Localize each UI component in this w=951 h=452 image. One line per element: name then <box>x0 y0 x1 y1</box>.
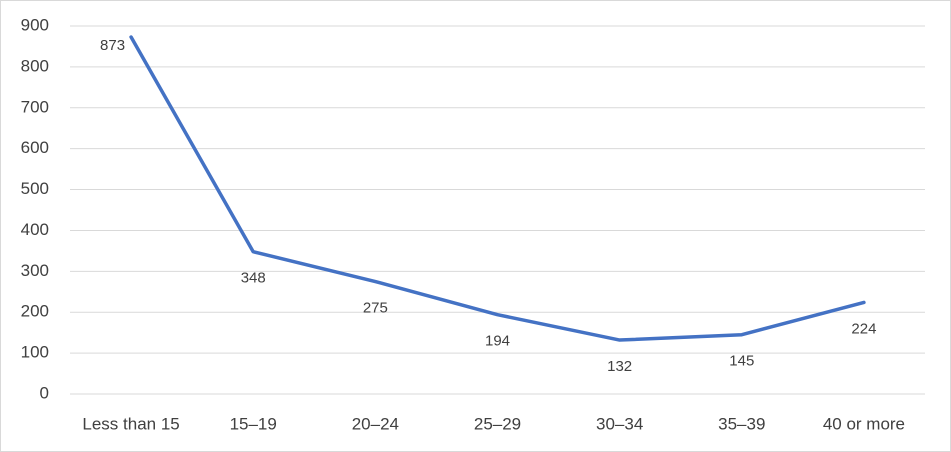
data-label: 145 <box>729 353 754 370</box>
y-tick-label: 900 <box>21 15 49 34</box>
y-tick-label: 0 <box>40 383 49 402</box>
data-label: 275 <box>363 300 388 317</box>
y-tick-label: 100 <box>21 343 49 362</box>
y-tick-label: 500 <box>21 179 49 198</box>
y-tick-label: 400 <box>21 220 49 239</box>
x-tick-label: 15–19 <box>230 414 277 433</box>
data-label: 194 <box>485 333 510 350</box>
data-label: 348 <box>241 270 266 287</box>
y-tick-label: 600 <box>21 138 49 157</box>
data-label: 873 <box>100 37 125 54</box>
x-tick-label: 20–24 <box>352 414 399 433</box>
data-label: 132 <box>607 358 632 375</box>
x-tick-label: 25–29 <box>474 414 521 433</box>
y-tick-label: 800 <box>21 56 49 75</box>
x-tick-label: 35–39 <box>718 414 765 433</box>
y-tick-label: 300 <box>21 261 49 280</box>
data-label: 224 <box>851 320 876 337</box>
y-tick-label: 700 <box>21 97 49 116</box>
x-tick-label: 40 or more <box>823 414 905 433</box>
data-line <box>129 35 866 342</box>
y-tick-label: 200 <box>21 302 49 321</box>
x-tick-label: Less than 15 <box>82 414 179 433</box>
x-tick-label: 30–34 <box>596 414 643 433</box>
